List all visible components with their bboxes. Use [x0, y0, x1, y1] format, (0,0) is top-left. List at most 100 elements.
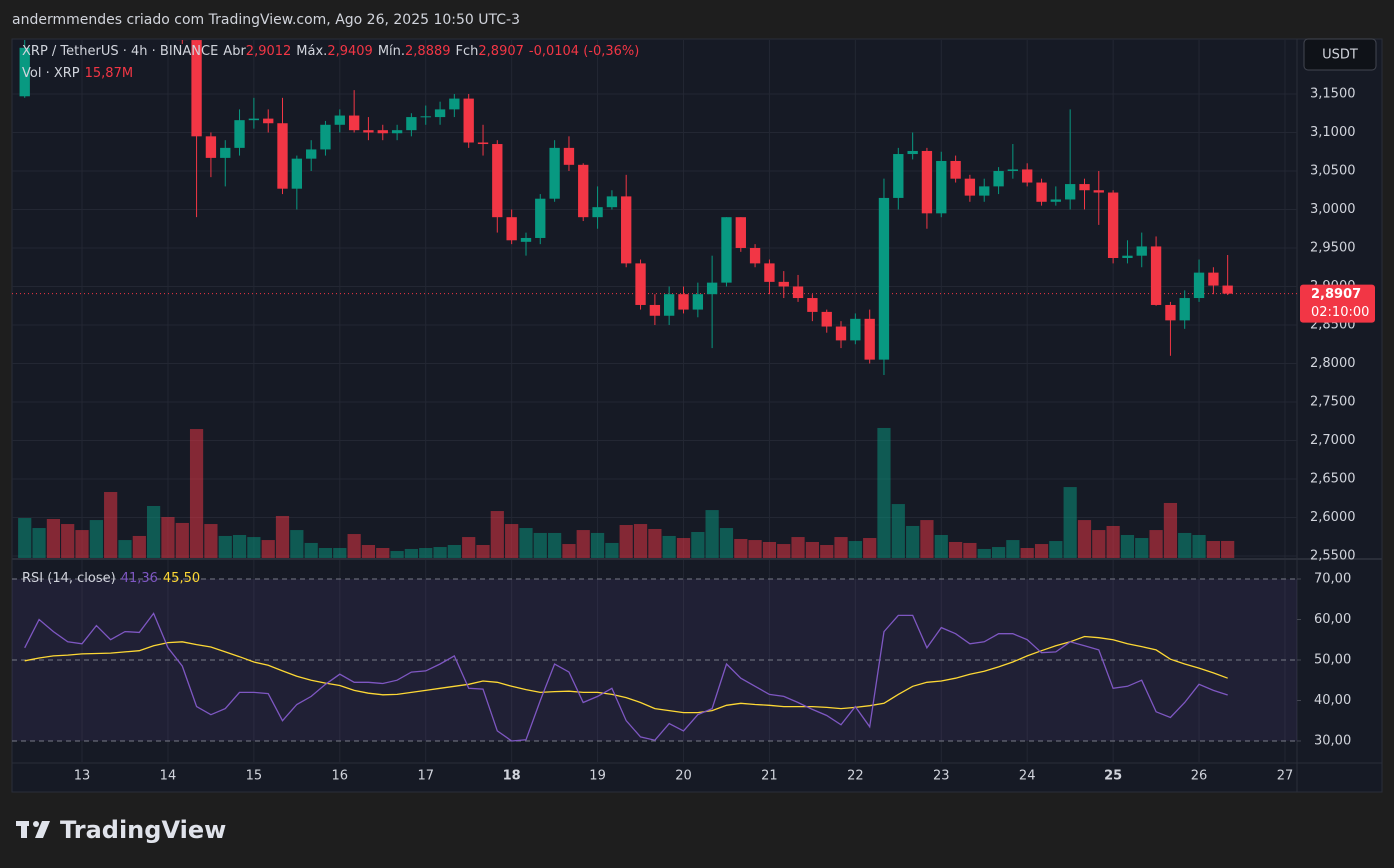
ohlc-label: Mín. — [377, 44, 406, 59]
rsi-tick-label: 70,00 — [1314, 571, 1351, 586]
candle-body — [979, 186, 990, 196]
x-tick-label: 18 — [503, 769, 521, 784]
rsi-value: 41,36 — [120, 571, 158, 586]
change: -0,0104 (-0,36%) — [528, 44, 640, 59]
candle-body — [406, 117, 417, 131]
candle-body — [1093, 190, 1104, 193]
candle-body — [1022, 169, 1033, 183]
candle-body — [764, 263, 775, 282]
volume-bar — [662, 535, 676, 558]
logo-mark — [33, 821, 39, 827]
rsi-legend: RSI (14, close) 41,36 45,50 — [22, 571, 200, 586]
volume-bar — [390, 551, 404, 558]
symbol: XRP / TetherUS · 4h · BINANCE — [22, 44, 219, 59]
volume-bar — [863, 538, 877, 558]
volume-bar — [963, 542, 977, 558]
candle-body — [377, 130, 388, 134]
candle-body — [821, 311, 832, 327]
volume-bar — [75, 530, 89, 558]
candle-body — [621, 196, 632, 264]
candle-body — [434, 109, 446, 118]
volume-bar — [605, 542, 619, 558]
y-tick-label: 2,8000 — [1310, 356, 1356, 371]
candle-body — [1150, 246, 1162, 305]
candle-body — [163, 0, 173, 9]
ohlc-value: 2,8907 — [478, 44, 524, 59]
x-tick-label: 27 — [1277, 769, 1294, 784]
candle-body — [1050, 199, 1061, 202]
candle-body — [1179, 298, 1190, 321]
candle-body — [291, 158, 303, 189]
candle-body — [205, 136, 217, 158]
volume-bar — [132, 535, 146, 558]
rsi-ma-value: 45,50 — [162, 571, 201, 586]
x-tick-label: 26 — [1191, 769, 1208, 784]
volume-bar — [619, 525, 633, 558]
volume-bar — [505, 524, 519, 558]
volume-bar — [1206, 541, 1220, 558]
candle-body — [191, 40, 202, 137]
rsi-tick-label: 40,00 — [1314, 693, 1351, 708]
candle-body — [578, 164, 589, 218]
volume-bar — [32, 528, 46, 558]
ohlc-value: 2,9409 — [327, 44, 373, 59]
countdown-label: 02:10:00 — [1311, 305, 1369, 320]
y-tick-label: 3,0500 — [1310, 163, 1356, 178]
volume-bar — [1120, 535, 1135, 558]
ohlc-value: 2,9012 — [245, 44, 292, 59]
volume-bar — [1077, 520, 1092, 558]
candle-body — [563, 147, 575, 165]
candle-body — [248, 118, 260, 121]
volume-bar — [247, 537, 261, 558]
volume-bar — [1163, 502, 1178, 558]
y-tick-label: 2,6500 — [1310, 471, 1356, 486]
y-tick-label: 2,9500 — [1310, 240, 1356, 255]
volume-bar — [991, 547, 1006, 558]
candle-body — [549, 147, 560, 199]
volume-bar — [1135, 538, 1149, 558]
rsi-name: RSI (14, close) — [22, 571, 116, 586]
x-tick-label: 14 — [160, 769, 177, 784]
candle-body — [320, 124, 331, 150]
volume-bar — [204, 524, 218, 558]
candle-body — [420, 116, 431, 118]
volume-bar — [949, 541, 963, 558]
volume-bar — [791, 537, 805, 558]
candle-body — [864, 318, 875, 360]
candle-body — [950, 160, 961, 179]
volume-bar — [705, 510, 719, 558]
candle-body — [649, 304, 661, 316]
x-tick-label: 16 — [332, 769, 349, 784]
candle-body — [363, 130, 374, 133]
candle-body — [964, 178, 976, 196]
volume-bar — [734, 538, 748, 558]
volume-bar — [1221, 540, 1235, 558]
candle-body — [1208, 272, 1219, 286]
candle-body — [506, 217, 517, 241]
candle-body — [606, 196, 618, 208]
volume-bar — [104, 492, 118, 558]
candle-body — [234, 120, 245, 148]
volume-bar — [404, 548, 418, 558]
candle-body — [492, 144, 503, 218]
currency-button[interactable] — [1303, 38, 1377, 71]
candle-body — [77, 32, 87, 36]
rsi-tick-label: 50,00 — [1314, 652, 1351, 667]
candle-body — [1193, 272, 1205, 299]
y-tick-label: 2,7000 — [1310, 433, 1356, 448]
volume-bar — [361, 544, 376, 558]
volume-bar — [490, 511, 504, 558]
candle-body — [391, 130, 403, 134]
rsi-tick-label: 30,00 — [1314, 733, 1351, 748]
volume-bar — [18, 518, 32, 558]
grid — [12, 40, 1297, 762]
volume-bar — [46, 518, 61, 558]
volume-bar — [1178, 532, 1192, 558]
candle-body — [1079, 184, 1090, 191]
candle-body — [348, 115, 360, 131]
volume-bar — [147, 505, 161, 558]
volume-bar — [232, 535, 247, 558]
currency-label[interactable]: USDT — [1322, 48, 1358, 63]
